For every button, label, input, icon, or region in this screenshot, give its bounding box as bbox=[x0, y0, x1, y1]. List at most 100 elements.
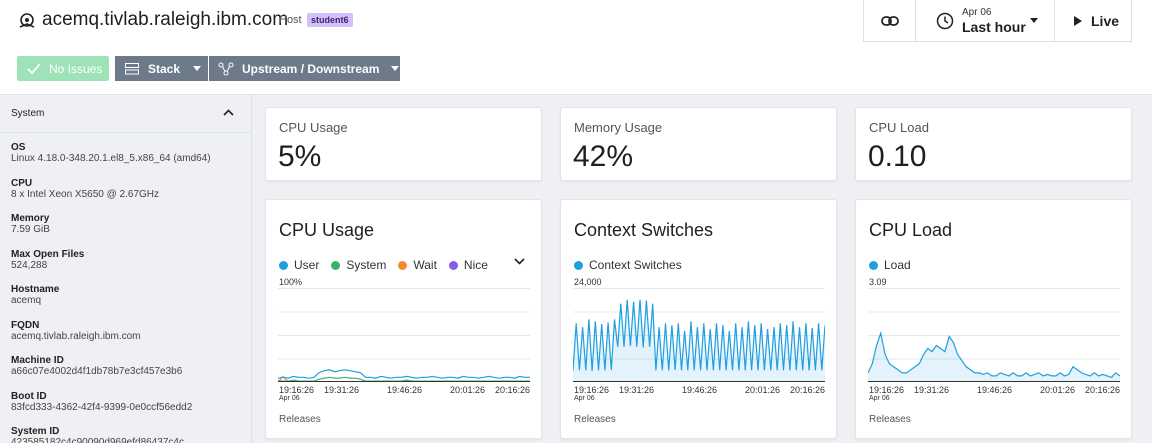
copy-link-button[interactable] bbox=[863, 0, 916, 42]
sidebar-section-header[interactable]: System bbox=[0, 95, 251, 133]
x-tick: 20:16:26 bbox=[495, 385, 531, 395]
sidebar-item-key: CPU bbox=[11, 177, 33, 189]
host-tag-badge[interactable]: student6 bbox=[307, 13, 353, 27]
sidebar-item-key: Max Open Files bbox=[11, 248, 85, 260]
live-button[interactable]: Live bbox=[1054, 0, 1132, 42]
chart-card-cpu-load: CPU Load Load 3.09 19:16:26 19:31:26 19:… bbox=[855, 199, 1132, 439]
stat-value: 0.10 bbox=[868, 140, 927, 173]
sidebar-item: OS Linux 4.18.0-348.20.1.el8_5.x86_64 (am… bbox=[0, 133, 251, 169]
link-icon bbox=[880, 15, 899, 26]
header: acemq.tivlab.raleigh.ibm.com Host studen… bbox=[0, 0, 1152, 95]
y-axis-max: 24,000 bbox=[574, 277, 602, 287]
stat-card-memory-usage[interactable]: Memory Usage 42% bbox=[560, 107, 837, 181]
legend-dot bbox=[574, 260, 583, 270]
no-issues-label: No Issues bbox=[49, 61, 103, 76]
stat-value: 5% bbox=[278, 140, 322, 173]
sidebar-item-key: Memory bbox=[11, 213, 50, 224]
x-date: Apr 06 bbox=[279, 395, 300, 402]
check-icon bbox=[27, 62, 41, 74]
legend-item-nice[interactable]: Nice bbox=[448, 258, 488, 272]
x-tick: 19:31:26 bbox=[914, 385, 950, 395]
legend-label: Load bbox=[884, 258, 911, 272]
x-tick: 20:16:26 bbox=[1085, 385, 1121, 395]
sidebar-item-value: 83fcd333-4362-42f4-9399-0e0ccf56edd2 bbox=[11, 401, 193, 413]
series-line-system bbox=[278, 376, 530, 382]
x-tick: 19:46:26 bbox=[387, 385, 423, 395]
sidebar-item-value: Linux 4.18.0-348.20.1.el8_5.x86_64 (amd6… bbox=[11, 153, 211, 164]
time-range-picker[interactable]: Apr 06 Last hour bbox=[915, 0, 1055, 42]
host-icon bbox=[19, 13, 35, 28]
legend-item-wait[interactable]: Wait bbox=[398, 258, 437, 272]
x-tick: 19:16:26 bbox=[574, 385, 610, 395]
sidebar-item-key: Hostname bbox=[11, 284, 60, 295]
sidebar-item-value: a66c07e4002d4f1db78b7e3cf457e3b6 bbox=[11, 366, 183, 377]
legend-item-user[interactable]: User bbox=[279, 258, 319, 272]
x-date: Apr 06 bbox=[574, 395, 595, 402]
page-title: acemq.tivlab.raleigh.ibm.com bbox=[42, 9, 289, 30]
time-range-label: Last hour bbox=[962, 18, 1026, 35]
play-icon bbox=[1074, 15, 1082, 26]
sidebar-item: CPU 8 x Intel Xeon X5650 @ 2.67GHz bbox=[0, 169, 251, 205]
x-tick: 19:16:26 bbox=[869, 385, 905, 395]
sidebar-item-key: System ID bbox=[11, 426, 60, 437]
legend-label: System bbox=[346, 258, 387, 272]
stat-card-cpu-usage[interactable]: CPU Usage 5% bbox=[265, 107, 542, 181]
legend-label: Nice bbox=[463, 258, 488, 272]
legend-dot bbox=[869, 260, 878, 270]
legend-label: Context Switches bbox=[589, 258, 682, 272]
upstream-label: Upstream / Downstream bbox=[242, 61, 380, 76]
sidebar-item-key: Machine ID bbox=[11, 355, 64, 366]
topology-icon bbox=[218, 62, 234, 75]
no-issues-button[interactable]: No Issues bbox=[17, 56, 109, 81]
sidebar-item-value: acemq bbox=[11, 295, 42, 306]
x-tick: 19:46:26 bbox=[682, 385, 718, 395]
releases-label[interactable]: Releases bbox=[279, 414, 321, 425]
stack-icon bbox=[125, 62, 139, 74]
legend-item-system[interactable]: System bbox=[331, 258, 386, 272]
legend-item-load[interactable]: Load bbox=[869, 258, 911, 272]
legend-dot bbox=[279, 260, 288, 270]
stack-label: Stack bbox=[148, 61, 181, 76]
chevron-down-icon bbox=[391, 66, 400, 71]
sidebar-item-value: acemq.tivlab.raleigh.ibm.com bbox=[11, 330, 141, 342]
sidebar-list: OS Linux 4.18.0-348.20.1.el8_5.x86_64 (am… bbox=[0, 133, 251, 443]
cpu-load-plot[interactable] bbox=[868, 288, 1120, 382]
stat-label: CPU Load bbox=[869, 120, 929, 135]
sidebar-item: Boot ID 83fcd333-4362-42f4-9399-0e0ccf56e… bbox=[0, 382, 251, 418]
stat-label: CPU Usage bbox=[279, 120, 348, 135]
stat-card-cpu-load[interactable]: CPU Load 0.10 bbox=[855, 107, 1132, 181]
sidebar-item: Hostname acemq bbox=[0, 275, 251, 311]
live-label: Live bbox=[1091, 12, 1120, 29]
chart-title: CPU Load bbox=[869, 220, 953, 240]
releases-label[interactable]: Releases bbox=[869, 414, 911, 425]
legend-item-context-switches[interactable]: Context Switches bbox=[574, 258, 682, 272]
stat-label: Memory Usage bbox=[574, 120, 663, 135]
sidebar-item: FQDN acemq.tivlab.raleigh.ibm.com bbox=[0, 311, 251, 347]
x-date: Apr 06 bbox=[869, 395, 890, 402]
legend-label: User bbox=[294, 258, 320, 272]
time-date: Apr 06 bbox=[962, 6, 992, 18]
chevron-down-icon bbox=[193, 66, 202, 71]
legend-dot bbox=[398, 260, 408, 270]
y-axis-max: 3.09 bbox=[869, 277, 887, 287]
series-area-context-switches bbox=[573, 299, 825, 382]
series-line-user bbox=[278, 369, 530, 379]
x-tick: 20:01:26 bbox=[745, 385, 781, 395]
sidebar-item-value: 524,288 bbox=[11, 259, 48, 271]
sidebar-item: Machine ID a66c07e4002d4f1db78b7e3cf457e3… bbox=[0, 346, 251, 382]
cpu-usage-plot[interactable] bbox=[278, 288, 530, 382]
clock-icon bbox=[936, 12, 954, 29]
x-tick: 20:01:26 bbox=[450, 385, 486, 395]
chevron-down-icon[interactable] bbox=[514, 258, 525, 265]
context-switches-plot[interactable] bbox=[573, 288, 825, 382]
chevron-up-icon[interactable] bbox=[223, 109, 234, 116]
series-line-load bbox=[868, 331, 1120, 379]
sidebar: System OS Linux 4.18.0-348.20.1.el8_5.x86… bbox=[0, 95, 252, 443]
releases-label[interactable]: Releases bbox=[574, 414, 616, 425]
upstream-downstream-button[interactable]: Upstream / Downstream bbox=[209, 56, 400, 81]
stack-button[interactable]: Stack bbox=[115, 56, 208, 81]
x-tick: 20:01:26 bbox=[1040, 385, 1076, 395]
chart-title: CPU Usage bbox=[279, 220, 375, 240]
sidebar-item-key: Boot ID bbox=[11, 390, 47, 402]
stat-value: 42% bbox=[573, 140, 634, 173]
